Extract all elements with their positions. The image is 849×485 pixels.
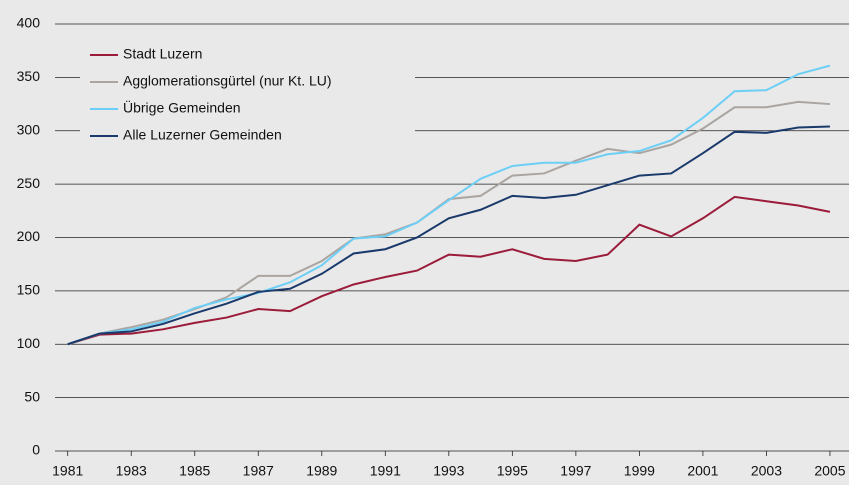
y-tick-label: 400 xyxy=(17,15,41,31)
y-tick-label: 150 xyxy=(17,282,41,298)
y-tick-label: 350 xyxy=(17,68,41,84)
series-line xyxy=(67,125,830,346)
x-tick-label: 2001 xyxy=(687,463,718,479)
y-tick-label: 250 xyxy=(17,175,41,191)
legend-label: Stadt Luzern xyxy=(123,46,202,62)
x-tick-label: 1999 xyxy=(624,463,655,479)
y-tick-label: 50 xyxy=(24,388,40,404)
x-tick-label: 1985 xyxy=(179,463,210,479)
x-tick-label: 1983 xyxy=(116,463,147,479)
x-tick-label: 2003 xyxy=(751,463,782,479)
series-line xyxy=(67,64,831,346)
legend-box xyxy=(80,36,415,161)
x-tick-label: 1991 xyxy=(370,463,401,479)
y-tick-label: 0 xyxy=(32,442,40,458)
x-tick-label: 1987 xyxy=(243,463,274,479)
y-tick-label: 300 xyxy=(17,121,41,137)
x-tick-label: 1997 xyxy=(560,463,591,479)
x-tick-label: 2005 xyxy=(814,463,845,479)
x-tick-label: 1981 xyxy=(52,463,83,479)
legend-label: Übrige Gemeinden xyxy=(123,99,241,116)
y-tick-label: 200 xyxy=(17,228,41,244)
series-line xyxy=(67,195,831,346)
x-tick-label: 1995 xyxy=(497,463,528,479)
legend-label: Alle Luzerner Gemeinden xyxy=(123,127,282,143)
x-tick-label: 1989 xyxy=(306,463,337,479)
x-tick-label: 1993 xyxy=(433,463,464,479)
y-tick-label: 100 xyxy=(17,335,41,351)
legend-label: Agglomerationsgürtel (nur Kt. LU) xyxy=(123,73,332,89)
